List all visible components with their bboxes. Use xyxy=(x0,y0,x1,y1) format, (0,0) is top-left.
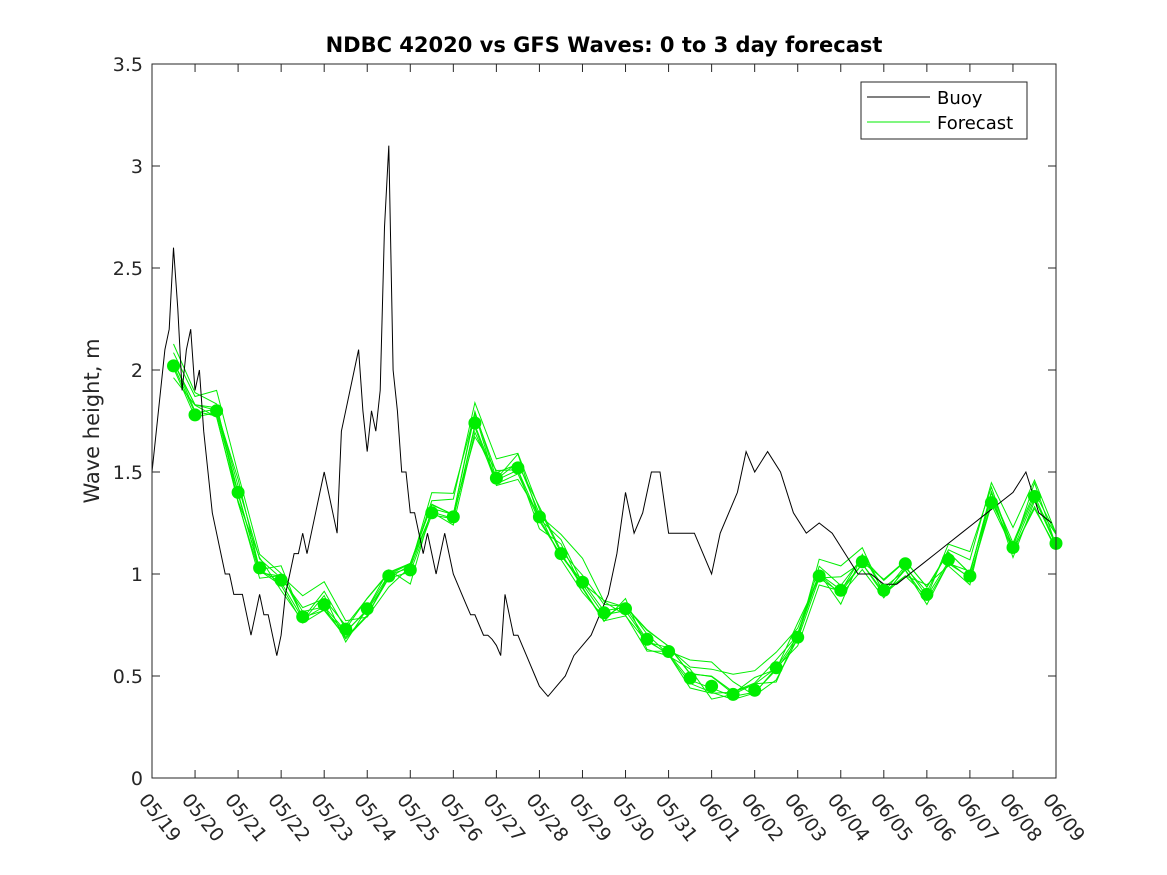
plot-frame xyxy=(151,63,1057,779)
forecast-marker xyxy=(425,506,439,520)
forecast-marker xyxy=(877,583,891,597)
legend: Buoy Forecast xyxy=(860,81,1028,140)
forecast-marker xyxy=(446,510,460,524)
forecast-marker xyxy=(855,555,869,569)
chart-title: NDBC 42020 vs GFS Waves: 0 to 3 day fore… xyxy=(326,33,883,57)
forecast-marker xyxy=(748,683,762,697)
forecast-line xyxy=(173,352,1057,675)
forecast-marker xyxy=(554,547,568,561)
forecast-marker xyxy=(188,408,202,422)
forecast-marker xyxy=(382,569,396,583)
y-tick-label: 1.5 xyxy=(113,462,143,484)
forecast-marker xyxy=(834,583,848,597)
forecast-marker xyxy=(640,632,654,646)
forecast-marker xyxy=(705,679,719,693)
y-tick-label: 0.5 xyxy=(113,666,143,688)
y-tick-label: 2.5 xyxy=(113,258,143,280)
forecast-marker xyxy=(317,598,331,612)
forecast-marker xyxy=(769,661,783,675)
y-tick-label: 3 xyxy=(131,156,143,178)
forecast-marker xyxy=(511,461,525,475)
forecast-marker xyxy=(274,573,288,587)
forecast-marker xyxy=(1028,490,1041,503)
forecast-marker xyxy=(1006,541,1020,554)
forecast-marker xyxy=(489,471,503,485)
forecast-marker xyxy=(898,557,912,571)
forecast-marker xyxy=(941,553,955,567)
forecast-marker xyxy=(231,485,245,499)
forecast-marker xyxy=(576,575,589,589)
forecast-marker xyxy=(253,561,267,575)
y-tick-label: 2 xyxy=(131,360,143,382)
forecast-marker xyxy=(662,645,676,658)
forecast-marker xyxy=(296,610,310,624)
forecast-marker xyxy=(403,563,417,577)
legend-label-buoy: Buoy xyxy=(937,88,983,109)
y-tick-labels: 0 0.5 1 1.5 2 2.5 3 3.5 xyxy=(113,54,143,790)
buoy-line-group xyxy=(151,145,1053,698)
y-tick-label: 1 xyxy=(131,564,143,586)
forecast-marker xyxy=(963,569,977,583)
forecast-line xyxy=(173,343,1057,697)
forecast-marker xyxy=(167,359,180,373)
y-tick-label: 0 xyxy=(131,768,143,790)
forecast-markers xyxy=(167,359,1063,701)
forecast-marker xyxy=(468,416,482,430)
axis-ticks xyxy=(151,63,1057,779)
forecast-marker xyxy=(726,687,740,701)
forecast-marker xyxy=(597,606,611,620)
forecast-marker xyxy=(812,569,826,583)
plot-area xyxy=(152,64,1056,778)
forecast-marker xyxy=(210,404,224,418)
forecast-marker xyxy=(791,630,805,644)
buoy-line xyxy=(151,145,1053,698)
forecast-marker xyxy=(619,602,632,616)
forecast-marker xyxy=(360,602,374,616)
forecast-marker xyxy=(984,496,998,510)
forecast-marker xyxy=(683,671,697,685)
legend-label-forecast: Forecast xyxy=(937,113,1013,134)
forecast-marker xyxy=(532,510,546,524)
legend-box xyxy=(860,81,1028,140)
forecast-marker xyxy=(339,622,353,636)
y-axis-label: Wave height, m xyxy=(80,338,104,503)
forecast-marker xyxy=(920,587,934,601)
y-tick-label: 3.5 xyxy=(113,54,143,76)
